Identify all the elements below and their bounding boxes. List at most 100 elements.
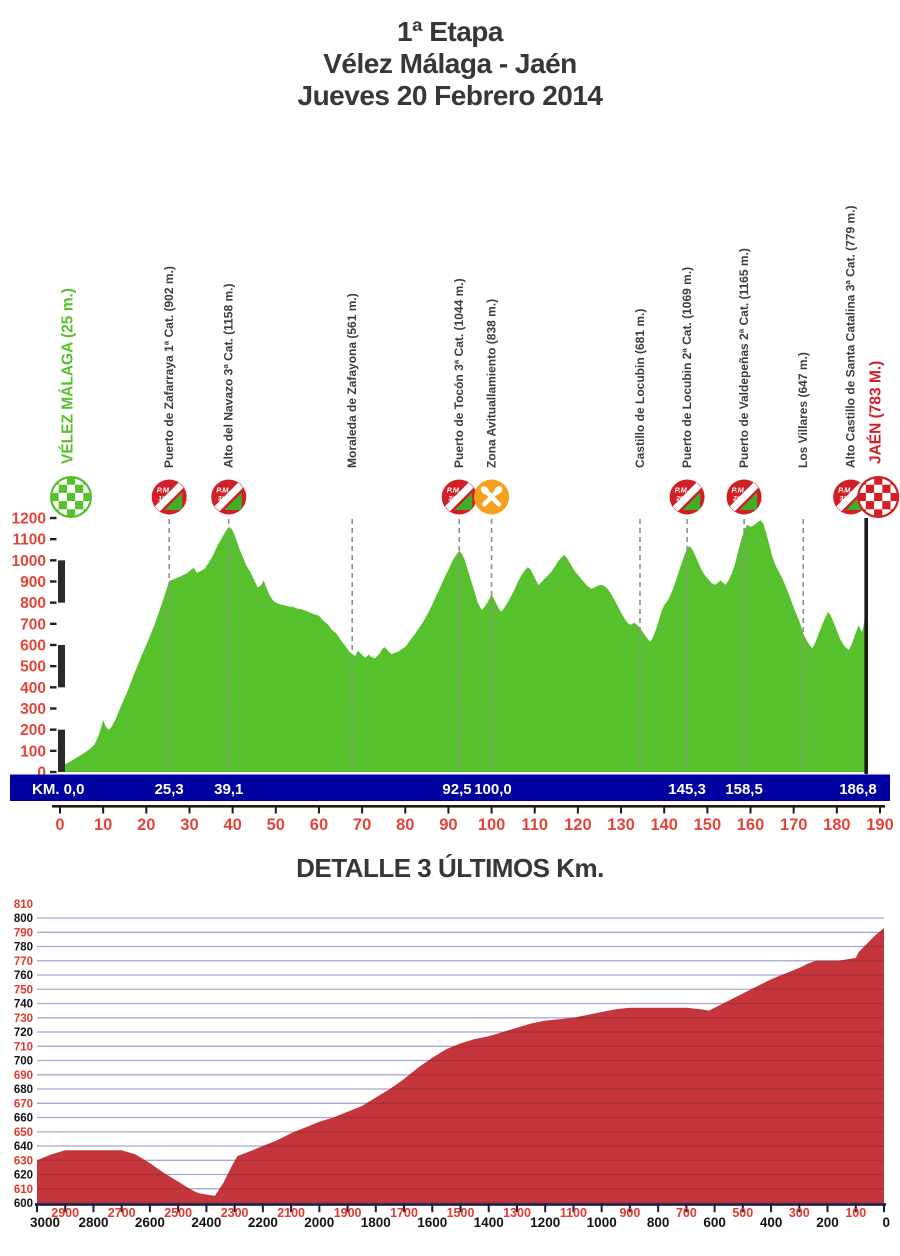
stage-date: Jueves 20 Febrero 2014 (297, 80, 603, 111)
km-marker-value: 39,1 (214, 781, 243, 798)
detail-x-tick-label: 200 (816, 1215, 839, 1230)
main-x-tick-label: 100 (478, 816, 506, 834)
km-bar (10, 774, 890, 801)
main-x-axis (52, 805, 885, 808)
waypoint-label: Los Villares (647 m.) (796, 352, 810, 468)
pm-label: P.M. (157, 486, 171, 495)
main-y-tick-label: 300 (20, 701, 46, 718)
main-y-tick-label: 0 (37, 765, 46, 782)
waypoint-label: Alto Castillo de Santa Catalina 3ª Cat. … (844, 205, 858, 468)
detail-x-tick-label: 1500 (447, 1206, 475, 1220)
main-y-tick (50, 707, 57, 710)
main-y-tick (50, 537, 57, 541)
pm-label: P.M. (447, 486, 461, 495)
main-x-tick (749, 805, 752, 814)
waypoint-label: Puerto de Locubin 2ª Cat. (1069 m.) (680, 267, 694, 468)
main-x-tick (620, 805, 623, 814)
start-checkered-icon (49, 476, 92, 519)
pm-category: 2ª (675, 496, 683, 503)
pm-category: 3ª (448, 496, 455, 503)
main-x-tick-label: 50 (267, 816, 285, 834)
detail-x-tick (374, 1203, 377, 1213)
detail-x-tick-label: 300 (789, 1206, 810, 1220)
main-y-tick (50, 686, 57, 689)
detail-x-tick (572, 1203, 575, 1213)
detail-y-tick-label: 680 (14, 1084, 33, 1096)
main-x-tick (533, 805, 536, 814)
detail-x-tick (205, 1203, 208, 1213)
pm-label: P.M. (216, 486, 230, 495)
main-x-tick-label: 160 (737, 816, 765, 834)
main-x-tick-label: 170 (780, 816, 808, 834)
detail-x-tick-label: 0 (882, 1215, 890, 1230)
detail-x-tick (600, 1203, 603, 1213)
detail-y-tick-label: 600 (14, 1198, 33, 1210)
detail-x-tick (770, 1203, 773, 1213)
main-x-tick (361, 805, 364, 814)
main-x-tick (188, 805, 191, 814)
detail-x-tick-label: 2100 (277, 1206, 305, 1220)
detail-x-tick-label: 1900 (334, 1206, 362, 1220)
detail-y-tick-label: 720 (14, 1027, 33, 1039)
main-x-tick-label: 180 (823, 816, 851, 834)
detail-x-tick (515, 1203, 518, 1213)
main-y-scale-bar (58, 729, 65, 772)
detail-x-tick-label: 2400 (191, 1215, 221, 1230)
main-x-tick-label: 90 (439, 816, 457, 834)
detail-x-tick (403, 1203, 406, 1213)
detail-x-tick (459, 1203, 462, 1213)
main-x-tick (59, 805, 61, 814)
detail-y-tick-label: 700 (14, 1056, 33, 1068)
detail-x-tick (487, 1203, 490, 1213)
main-x-tick (490, 805, 493, 814)
main-y-tick (50, 601, 57, 604)
main-x-tick-label: 70 (353, 816, 371, 834)
detail-x-tick (798, 1203, 801, 1213)
main-y-tick (50, 516, 57, 520)
main-x-tick-label: 0 (55, 816, 64, 834)
detail-y-tick-label: 780 (14, 942, 33, 954)
km-marker-value: 145,3 (668, 781, 706, 798)
detail-x-tick (685, 1203, 688, 1213)
main-y-tick-label: 500 (20, 659, 46, 676)
stage-title-block: 1ª Etapa Vélez Málaga - Jaén Jueves 20 F… (0, 16, 900, 112)
detail-y-tick-label: 610 (14, 1184, 33, 1196)
detail-x-tick (741, 1203, 744, 1213)
detail-x-tick (883, 1203, 885, 1213)
detail-x-tick (233, 1203, 236, 1213)
main-y-tick-label: 800 (20, 595, 46, 612)
pm-label: P.M. (838, 486, 852, 495)
finish-checkered-icon (857, 476, 900, 519)
detail-y-tick-label: 650 (14, 1127, 33, 1139)
km-marker-value: 25,3 (155, 781, 184, 798)
main-y-tick (50, 622, 57, 626)
main-x-tick (231, 805, 234, 814)
detail-x-tick-label: 2000 (304, 1215, 334, 1230)
main-y-tick-label: 1200 (12, 511, 46, 528)
detail-x-tick (431, 1203, 434, 1213)
main-y-tick (50, 580, 57, 583)
detail-x-tick-label: 100 (845, 1206, 866, 1220)
main-x-tick-label: 190 (866, 816, 894, 834)
detail-y-tick-label: 620 (14, 1170, 33, 1182)
main-x-tick-label: 80 (396, 816, 414, 834)
pm-category: 1ª (158, 496, 165, 503)
main-x-tick-label: 20 (137, 816, 155, 834)
detail-x-tick (177, 1203, 180, 1213)
main-y-tick-label: 100 (20, 743, 46, 760)
main-x-tick (404, 805, 407, 814)
detail-x-tick-label: 1400 (474, 1215, 504, 1230)
stage-route: Vélez Málaga - Jaén (323, 48, 577, 79)
pm-category: 3ª (218, 496, 225, 503)
main-x-tick (706, 805, 709, 814)
detail-x-tick-label: 500 (732, 1206, 753, 1220)
km-marker-value: 92,5 (442, 781, 471, 798)
detail-x-tick-label: 2200 (248, 1215, 278, 1230)
waypoint-label: Puerto de Valdepeñas 2ª Cat. (1165 m.) (737, 248, 751, 468)
main-x-tick-label: 30 (180, 816, 198, 834)
detail-x-tick-label: 2700 (108, 1206, 136, 1220)
detail-x-tick-label: 1600 (417, 1215, 447, 1230)
main-y-tick (50, 749, 57, 753)
main-x-tick (663, 805, 666, 814)
